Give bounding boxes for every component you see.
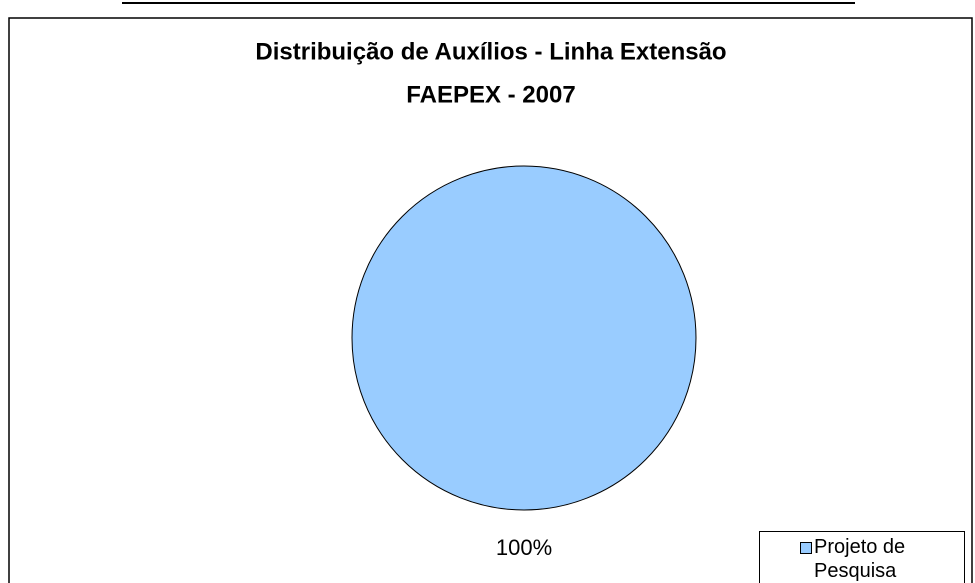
- legend-swatch: [800, 542, 812, 554]
- legend-label: Projeto de Pesquisa: [814, 536, 906, 582]
- legend-item: Projeto de Pesquisa: [800, 535, 960, 583]
- chart-subtitle: FAEPEX - 2007: [406, 81, 575, 108]
- pie-slice: [351, 165, 697, 511]
- legend: Projeto de Pesquisa: [759, 531, 965, 583]
- data-label: 100%: [496, 535, 552, 560]
- chart-border: [8, 17, 973, 583]
- chart-title: Distribuição de Auxílios - Linha Extensã…: [255, 38, 726, 65]
